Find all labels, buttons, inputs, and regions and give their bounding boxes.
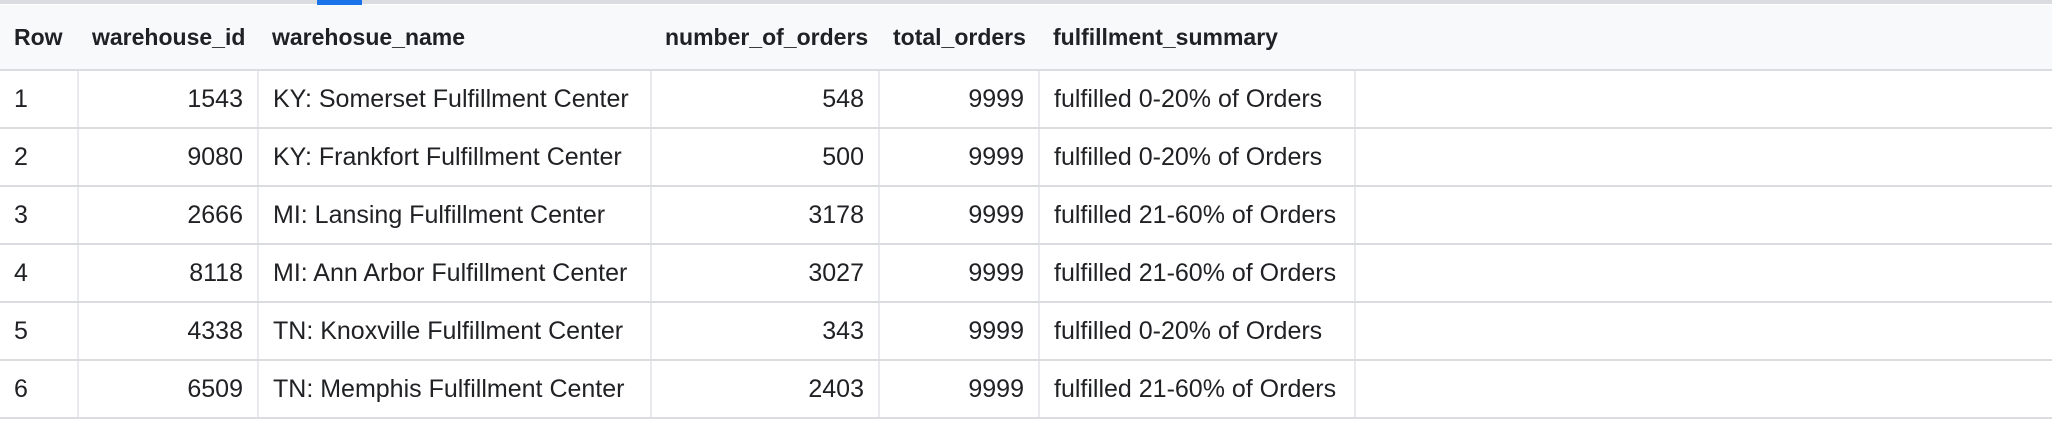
- fulfillment-summary-cell[interactable]: fulfilled 21-60% of Orders: [1039, 186, 1356, 245]
- warehouse-name-cell[interactable]: MI: Ann Arbor Fulfillment Center: [258, 244, 652, 303]
- fulfillment-summary-cell[interactable]: fulfilled 0-20% of Orders: [1039, 70, 1356, 129]
- fulfillment-summary-cell[interactable]: fulfilled 21-60% of Orders: [1039, 244, 1356, 303]
- column-header-fulfillment-summary[interactable]: fulfillment_summary: [1039, 5, 1355, 71]
- query-results-table: Row warehouse_id warehosue_name number_o…: [0, 5, 2052, 419]
- warehouse-id-cell[interactable]: 2666: [78, 186, 259, 245]
- fulfillment-summary-cell[interactable]: fulfilled 0-20% of Orders: [1039, 128, 1356, 187]
- row-filler: [1355, 302, 2052, 361]
- row-filler: [1355, 244, 2052, 303]
- column-header-filler: [1355, 5, 2052, 71]
- row-filler: [1355, 128, 2052, 187]
- total-orders-cell[interactable]: 9999: [879, 70, 1040, 129]
- results-top-border: [0, 0, 2052, 4]
- table-header-row: Row warehouse_id warehosue_name number_o…: [0, 5, 2052, 71]
- row-number-cell[interactable]: 3: [0, 186, 79, 245]
- active-tab-indicator: [317, 0, 362, 5]
- warehouse-name-cell[interactable]: TN: Memphis Fulfillment Center: [258, 360, 652, 419]
- warehouse-id-cell[interactable]: 9080: [78, 128, 259, 187]
- total-orders-cell[interactable]: 9999: [879, 360, 1040, 419]
- number-of-orders-cell[interactable]: 500: [651, 128, 880, 187]
- table-row[interactable]: 6 6509 TN: Memphis Fulfillment Center 24…: [0, 360, 2052, 419]
- warehouse-name-cell[interactable]: TN: Knoxville Fulfillment Center: [258, 302, 652, 361]
- column-header-number-of-orders[interactable]: number_of_orders: [651, 5, 879, 71]
- table-row[interactable]: 1 1543 KY: Somerset Fulfillment Center 5…: [0, 70, 2052, 129]
- column-header-warehouse-id[interactable]: warehouse_id: [78, 5, 258, 71]
- fulfillment-summary-cell[interactable]: fulfilled 21-60% of Orders: [1039, 360, 1356, 419]
- fulfillment-summary-cell[interactable]: fulfilled 0-20% of Orders: [1039, 302, 1356, 361]
- row-filler: [1355, 70, 2052, 129]
- warehouse-name-cell[interactable]: MI: Lansing Fulfillment Center: [258, 186, 652, 245]
- row-number-cell[interactable]: 6: [0, 360, 79, 419]
- number-of-orders-cell[interactable]: 3178: [651, 186, 880, 245]
- number-of-orders-cell[interactable]: 548: [651, 70, 880, 129]
- table-row[interactable]: 5 4338 TN: Knoxville Fulfillment Center …: [0, 302, 2052, 361]
- row-number-cell[interactable]: 4: [0, 244, 79, 303]
- row-number-cell[interactable]: 2: [0, 128, 79, 187]
- warehouse-name-cell[interactable]: KY: Somerset Fulfillment Center: [258, 70, 652, 129]
- total-orders-cell[interactable]: 9999: [879, 244, 1040, 303]
- number-of-orders-cell[interactable]: 3027: [651, 244, 880, 303]
- total-orders-cell[interactable]: 9999: [879, 128, 1040, 187]
- column-header-warehouse-name[interactable]: warehosue_name: [258, 5, 651, 71]
- total-orders-cell[interactable]: 9999: [879, 186, 1040, 245]
- warehouse-id-cell[interactable]: 4338: [78, 302, 259, 361]
- warehouse-id-cell[interactable]: 6509: [78, 360, 259, 419]
- row-number-cell[interactable]: 5: [0, 302, 79, 361]
- warehouse-id-cell[interactable]: 8118: [78, 244, 259, 303]
- number-of-orders-cell[interactable]: 2403: [651, 360, 880, 419]
- warehouse-name-cell[interactable]: KY: Frankfort Fulfillment Center: [258, 128, 652, 187]
- row-number-cell[interactable]: 1: [0, 70, 79, 129]
- column-header-total-orders[interactable]: total_orders: [879, 5, 1039, 71]
- total-orders-cell[interactable]: 9999: [879, 302, 1040, 361]
- row-filler: [1355, 186, 2052, 245]
- table-row[interactable]: 4 8118 MI: Ann Arbor Fulfillment Center …: [0, 244, 2052, 303]
- number-of-orders-cell[interactable]: 343: [651, 302, 880, 361]
- warehouse-id-cell[interactable]: 1543: [78, 70, 259, 129]
- column-header-row[interactable]: Row: [0, 5, 78, 71]
- table-row[interactable]: 3 2666 MI: Lansing Fulfillment Center 31…: [0, 186, 2052, 245]
- results-bottom-area: [0, 425, 2052, 434]
- table-row[interactable]: 2 9080 KY: Frankfort Fulfillment Center …: [0, 128, 2052, 187]
- row-filler: [1355, 360, 2052, 419]
